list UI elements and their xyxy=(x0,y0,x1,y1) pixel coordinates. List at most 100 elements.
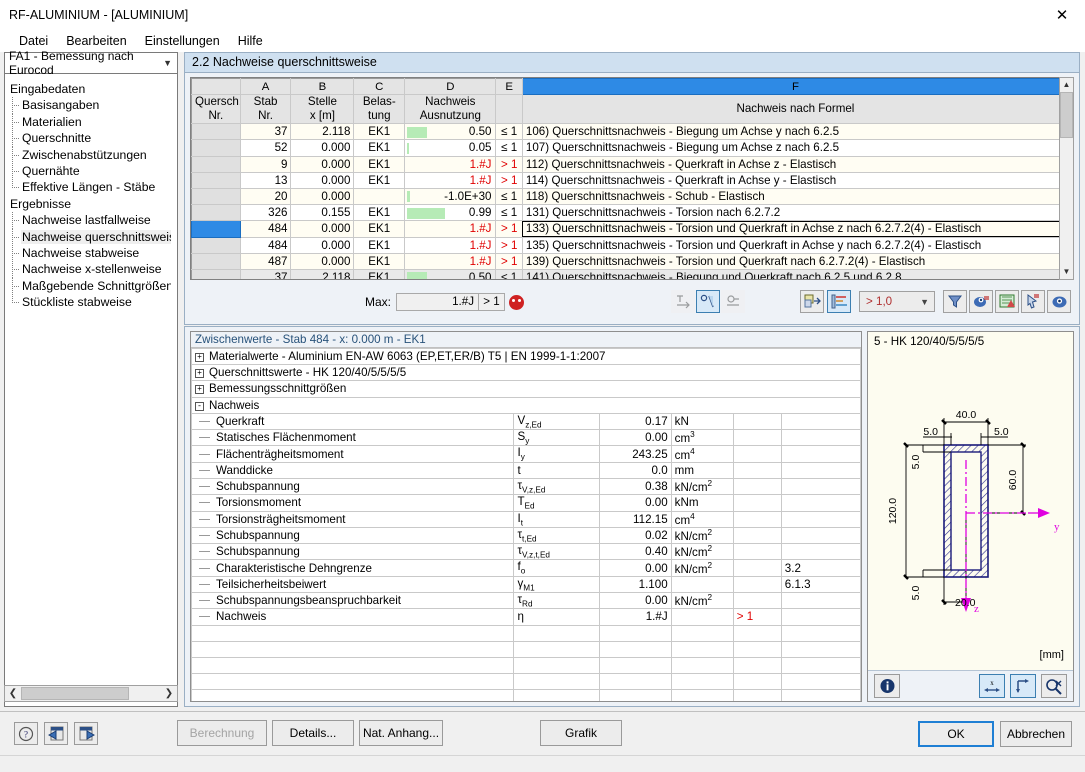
details-group-row[interactable]: + Querschnittswerte - HK 120/40/5/5/5/5 xyxy=(191,364,861,382)
sidebar-item-nachweise-x-stellenweise[interactable]: Nachweise x-stellenweise xyxy=(7,261,171,279)
cell-nachweis-formel[interactable]: 133) Querschnittsnachweis - Torsion und … xyxy=(522,220,1069,238)
column-letter-q[interactable] xyxy=(191,78,241,96)
cell-stelle-x[interactable]: 2.118 xyxy=(290,123,355,141)
table-row[interactable]: 9 0.000 EK1 1.#J > 1 112) Querschnittsnachwei… xyxy=(191,155,1069,173)
row-cross-section-cell[interactable] xyxy=(191,252,241,270)
cell-stab-nr[interactable]: 484 xyxy=(240,237,292,254)
sidebar-item-eingabedaten[interactable]: Eingabedaten xyxy=(7,81,171,97)
cell-nachweis-formel[interactable]: 118) Querschnittsnachweis - Schub - Elas… xyxy=(522,188,1069,206)
details-group-label[interactable]: - Nachweis xyxy=(191,396,861,414)
cell-nachweis-formel[interactable]: 135) Querschnittsnachweis - Torsion und … xyxy=(522,237,1069,254)
cell-stab-nr[interactable]: 13 xyxy=(240,172,292,189)
row-cross-section-cell[interactable] xyxy=(191,204,241,222)
column-letter-C[interactable]: C xyxy=(353,78,406,96)
cell-stelle-x[interactable]: 0.000 xyxy=(290,188,355,206)
result-diagram-icon[interactable] xyxy=(696,290,720,313)
sidebar-item-nachweise-lastfallweise[interactable]: Nachweise lastfallweise xyxy=(7,212,171,229)
expand-icon[interactable]: + xyxy=(195,385,204,395)
cell-belastung[interactable]: EK1 xyxy=(353,220,406,238)
cell-stelle-x[interactable]: 0.155 xyxy=(290,204,355,222)
render-result-icon[interactable] xyxy=(969,290,993,313)
cell-compare[interactable]: ≤ 1 xyxy=(495,269,523,279)
scroll-thumb-vertical[interactable] xyxy=(1060,92,1073,138)
column-letter-A[interactable]: A xyxy=(239,78,292,96)
cell-ausnutzung[interactable]: 0.99 xyxy=(404,204,497,222)
table-row[interactable]: 20 0.000 -1.0E+30 ≤ 1 118) Querschnittsnachw… xyxy=(191,187,1069,206)
cell-belastung[interactable]: EK1 xyxy=(353,123,406,141)
details-row[interactable]: Schubspannung τV,z,t,Ed 0.40 kN/cm2 xyxy=(191,543,861,561)
details-row[interactable]: Nachweis η 1.#J > 1 xyxy=(191,608,861,626)
sidebar-item-ma-gebende-schnittgr-en-sta[interactable]: Maßgebende Schnittgrößen sta xyxy=(7,277,171,295)
row-cross-section-cell[interactable] xyxy=(191,155,241,173)
table-row[interactable]: 37 2.118 EK1 0.50 ≤ 1 106) Querschnittsnachwe… xyxy=(191,123,1069,141)
dimension-x-icon[interactable]: x xyxy=(979,674,1005,698)
relation-scale-icon[interactable] xyxy=(671,290,695,313)
row-cross-section-cell[interactable] xyxy=(191,236,241,254)
row-cross-section-cell[interactable] xyxy=(191,187,241,206)
cell-stab-nr[interactable]: 37 xyxy=(240,269,292,279)
cell-ausnutzung[interactable]: 1.#J xyxy=(404,253,497,270)
cell-compare[interactable]: > 1 xyxy=(495,253,523,270)
scroll-right-icon[interactable]: ❯ xyxy=(164,688,174,699)
cell-nachweis-formel[interactable]: 139) Querschnittsnachweis - Torsion und … xyxy=(522,253,1069,270)
details-group-label[interactable]: + Querschnittswerte - HK 120/40/5/5/5/5 xyxy=(191,364,861,382)
table-row[interactable]: 326 0.155 EK1 0.99 ≤ 1 131) Querschnittsnachw… xyxy=(191,204,1069,222)
cell-stab-nr[interactable]: 484 xyxy=(240,220,292,238)
filter-threshold-select[interactable]: > 1,0 ▼ xyxy=(859,291,935,312)
scroll-down-icon[interactable]: ▼ xyxy=(1062,267,1071,276)
berechnung-button[interactable]: Berechnung xyxy=(177,720,267,746)
details-row[interactable]: Schubspannung τt,Ed 0.02 kN/cm2 xyxy=(191,526,861,545)
nat-anhang-button[interactable]: Nat. Anhang... xyxy=(359,720,443,746)
view-eye-icon[interactable] xyxy=(1047,290,1071,313)
scroll-thumb[interactable] xyxy=(21,687,129,700)
details-button[interactable]: Details... xyxy=(272,720,354,746)
scroll-left-icon[interactable]: ❮ xyxy=(8,688,18,699)
cell-ausnutzung[interactable]: 0.05 xyxy=(404,139,497,157)
pointer-select-icon[interactable] xyxy=(1021,290,1045,313)
cell-ausnutzung[interactable]: 1.#J xyxy=(404,220,497,238)
next-module-icon[interactable] xyxy=(74,722,98,745)
sidebar-item-querschnitte[interactable]: Querschnitte xyxy=(7,130,171,147)
cell-compare[interactable]: > 1 xyxy=(495,237,523,254)
details-row[interactable]: Schubspannungsbeanspruchbarkeit τRd 0.00 kN… xyxy=(191,592,861,610)
design-case-combo[interactable]: FA1 - Bemessung nach Eurocod ▼ xyxy=(4,49,178,77)
cell-stab-nr[interactable]: 20 xyxy=(240,188,292,206)
cell-stelle-x[interactable]: 0.000 xyxy=(290,139,355,157)
cell-ausnutzung[interactable]: -1.0E+30 xyxy=(404,188,497,206)
cell-nachweis-formel[interactable]: 141) Querschnittsnachweis - Biegung und … xyxy=(522,269,1069,279)
column-letter-E[interactable]: E xyxy=(495,78,523,96)
cell-belastung[interactable]: EK1 xyxy=(353,237,406,254)
table-row[interactable]: 487 0.000 EK1 1.#J > 1 139) Querschnittsnachw… xyxy=(191,252,1069,270)
menu-item-datei[interactable]: Datei xyxy=(19,34,49,48)
details-row[interactable]: Teilsicherheitsbeiwert γM1 1.100 6.1.3 xyxy=(191,575,861,594)
menu-item-einstellungen[interactable]: Einstellungen xyxy=(144,34,220,48)
cell-compare[interactable]: > 1 xyxy=(495,156,523,173)
cell-stelle-x[interactable]: 0.000 xyxy=(290,237,355,254)
table-row[interactable]: 484 0.000 EK1 1.#J > 1 135) Querschnittsnachw… xyxy=(191,236,1069,254)
cell-ausnutzung[interactable]: 0.50 xyxy=(404,123,497,141)
cell-compare[interactable]: > 1 xyxy=(495,172,523,189)
row-cross-section-cell[interactable] xyxy=(191,220,241,238)
axes-icon[interactable] xyxy=(1010,674,1036,698)
row-cross-section-cell[interactable] xyxy=(191,268,241,279)
details-group-label[interactable]: + Bemessungsschnittgrößen xyxy=(191,380,861,398)
details-group-row[interactable]: + Materialwerte - Aluminium EN-AW 6063 (E… xyxy=(191,347,861,366)
cell-stab-nr[interactable]: 9 xyxy=(240,156,292,173)
sidebar-item-materialien[interactable]: Materialien xyxy=(7,113,171,131)
zoom-icon[interactable] xyxy=(1041,674,1067,698)
sidebar-item-basisangaben[interactable]: Basisangaben xyxy=(7,97,171,115)
cell-stelle-x[interactable]: 0.000 xyxy=(290,253,355,270)
intermediate-values-table[interactable]: Zwischenwerte - Stab 484 - x: 0.000 m - … xyxy=(190,331,862,702)
table-row[interactable]: 52 0.000 EK1 0.05 ≤ 1 107) Querschnittsnachwe… xyxy=(191,139,1069,157)
column-letter-F[interactable]: F xyxy=(521,78,1069,96)
details-row[interactable]: Querkraft Vz,Ed 0.17 kN xyxy=(191,412,861,431)
navigator-hscrollbar[interactable]: ❮ ❯ xyxy=(4,685,178,702)
details-group-row[interactable]: - Nachweis xyxy=(191,396,861,414)
row-cross-section-cell[interactable] xyxy=(191,171,241,189)
sidebar-item-zwischenabst-tzungen[interactable]: Zwischenabstützungen xyxy=(7,146,171,164)
sidebar-item-ergebnisse[interactable]: Ergebnisse xyxy=(7,196,171,212)
details-row[interactable]: Wanddicke t 0.0 mm xyxy=(191,461,861,479)
cell-belastung[interactable]: EK1 xyxy=(353,172,406,189)
cell-belastung[interactable]: EK1 xyxy=(353,253,406,270)
expand-icon[interactable]: + xyxy=(195,353,204,363)
